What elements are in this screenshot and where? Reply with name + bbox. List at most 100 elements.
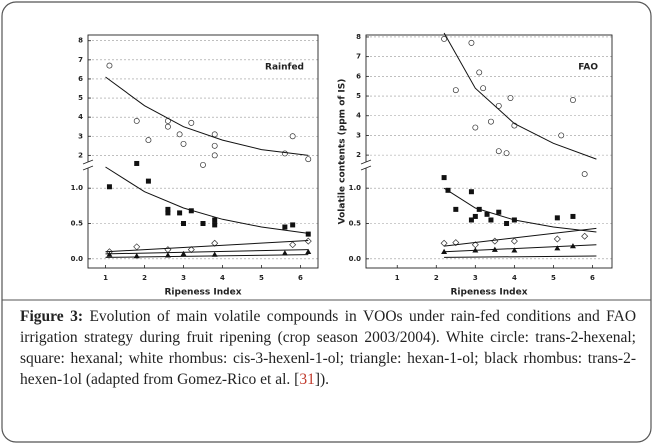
x-tick-label: 2 bbox=[142, 274, 147, 282]
trend-line bbox=[105, 240, 309, 253]
point bbox=[504, 221, 510, 227]
point bbox=[133, 118, 140, 124]
trend-line bbox=[443, 32, 597, 160]
point bbox=[212, 222, 218, 228]
plot-frame bbox=[365, 34, 613, 269]
caption-end: ]). bbox=[314, 371, 330, 388]
point bbox=[581, 171, 588, 178]
point bbox=[553, 235, 561, 243]
axis-break bbox=[82, 159, 94, 165]
point bbox=[554, 215, 560, 221]
point bbox=[480, 85, 487, 92]
x-tick-label: 3 bbox=[181, 274, 186, 282]
y-tick-label: 2 bbox=[78, 151, 83, 159]
point bbox=[180, 140, 187, 147]
point bbox=[181, 221, 187, 227]
x-tick-label: 6 bbox=[298, 274, 303, 282]
x-axis-label: Ripeness Index bbox=[164, 288, 241, 298]
axis-break-gap bbox=[364, 162, 368, 168]
point bbox=[177, 210, 183, 216]
point bbox=[495, 102, 502, 109]
plot-frame bbox=[87, 34, 319, 269]
x-tick-label: 4 bbox=[512, 274, 517, 282]
point bbox=[200, 221, 206, 227]
point bbox=[164, 123, 171, 130]
point bbox=[488, 118, 494, 125]
axis-break bbox=[360, 159, 372, 165]
point bbox=[305, 231, 311, 237]
point bbox=[211, 131, 218, 138]
y-tick-label: 5 bbox=[78, 94, 83, 102]
point bbox=[133, 243, 141, 251]
caption-text: Evolution of main volatile compounds in … bbox=[20, 308, 637, 388]
x-tick-label: 2 bbox=[434, 274, 439, 282]
point bbox=[468, 39, 475, 46]
point bbox=[106, 184, 112, 190]
y-axis-label: Volatile contents (ppm of IS) bbox=[338, 79, 348, 225]
x-tick-label: 5 bbox=[551, 274, 556, 282]
caption: Figure 3: Evolution of main volatile com… bbox=[20, 306, 636, 390]
point bbox=[211, 239, 219, 247]
point bbox=[441, 35, 448, 42]
y-tick-label: 4 bbox=[356, 112, 361, 120]
point bbox=[440, 239, 448, 247]
trend-line bbox=[444, 244, 597, 253]
y-tick-label: 8 bbox=[78, 37, 83, 45]
y-tick-label: 6 bbox=[356, 72, 361, 80]
point bbox=[289, 241, 297, 249]
axis-break bbox=[82, 165, 94, 171]
y-tick-label: 8 bbox=[356, 33, 361, 41]
y-tick-label: 7 bbox=[356, 53, 361, 61]
y-tick-label: 5 bbox=[356, 92, 361, 100]
point bbox=[554, 245, 561, 251]
y-tick-label: 0.5 bbox=[71, 220, 84, 228]
point bbox=[507, 95, 514, 101]
point bbox=[134, 160, 140, 166]
point bbox=[484, 211, 490, 217]
point bbox=[558, 132, 565, 139]
point bbox=[496, 209, 502, 215]
point bbox=[145, 178, 151, 184]
axis-break-gap bbox=[86, 162, 90, 168]
point bbox=[145, 137, 152, 144]
point bbox=[176, 131, 183, 138]
point bbox=[188, 119, 195, 126]
point bbox=[570, 97, 576, 103]
x-tick-label: 3 bbox=[473, 274, 478, 282]
y-tick-label: 0.0 bbox=[349, 255, 362, 263]
trend-line bbox=[443, 187, 597, 233]
point bbox=[510, 237, 518, 245]
point bbox=[503, 150, 510, 157]
point bbox=[165, 206, 171, 212]
point bbox=[472, 213, 478, 219]
caption-label: Figure 3: bbox=[20, 308, 83, 325]
trend-line bbox=[444, 255, 597, 258]
x-tick-label: 5 bbox=[259, 274, 264, 282]
x-tick-label: 6 bbox=[590, 274, 595, 282]
point bbox=[441, 175, 447, 181]
point bbox=[468, 217, 474, 223]
caption-ref[interactable]: 31 bbox=[299, 371, 315, 388]
y-tick-label: 3 bbox=[356, 131, 361, 139]
y-tick-label: 2 bbox=[356, 151, 361, 159]
point bbox=[453, 206, 459, 212]
point bbox=[282, 224, 288, 230]
point bbox=[211, 142, 218, 149]
x-axis-label: Ripeness Index bbox=[450, 288, 527, 298]
point bbox=[452, 87, 459, 94]
x-tick-label: 1 bbox=[395, 274, 400, 282]
point bbox=[570, 213, 576, 219]
axis-break bbox=[360, 165, 372, 171]
point bbox=[106, 62, 113, 69]
y-tick-label: 7 bbox=[78, 56, 83, 64]
y-tick-label: 1.0 bbox=[349, 184, 362, 192]
point bbox=[165, 210, 171, 216]
point bbox=[488, 217, 494, 223]
point bbox=[476, 69, 483, 76]
y-tick-label: 4 bbox=[78, 113, 83, 121]
point bbox=[305, 248, 312, 254]
point bbox=[468, 189, 474, 195]
